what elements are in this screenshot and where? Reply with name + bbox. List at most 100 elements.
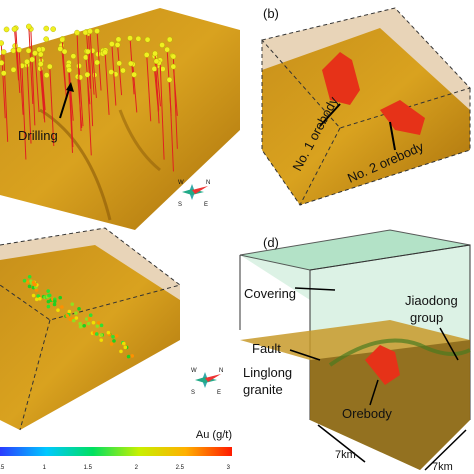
- sample: [68, 317, 73, 322]
- sample: [70, 302, 75, 306]
- drill-collar: [16, 47, 22, 53]
- drill-collar: [166, 36, 173, 43]
- sample: [60, 305, 64, 309]
- label: Covering: [244, 286, 296, 301]
- drill-line: [34, 53, 40, 113]
- drill-collar: [152, 50, 158, 57]
- samples: [22, 274, 135, 359]
- sample: [106, 330, 111, 335]
- drill-collar: [32, 50, 38, 56]
- drill-collar: [127, 35, 133, 41]
- drill-line: [85, 31, 91, 89]
- sample: [87, 316, 92, 321]
- drill-collar: [170, 53, 177, 60]
- drill-collar: [108, 69, 114, 75]
- label: Orebody: [342, 406, 392, 421]
- compass-letter: E: [204, 202, 208, 208]
- drill-line: [172, 66, 178, 116]
- sample: [25, 280, 30, 284]
- drill-collar: [143, 52, 150, 58]
- panel-tag: (b): [263, 6, 279, 21]
- label: Fault: [252, 341, 281, 356]
- drill-collar: [120, 67, 126, 74]
- drill-line: [91, 50, 97, 98]
- drill-collar: [166, 77, 173, 83]
- drill-collar: [114, 42, 121, 48]
- drill-line: [26, 61, 32, 144]
- sample: [65, 314, 69, 318]
- sample: [99, 333, 104, 337]
- drill-collar: [82, 29, 89, 36]
- drill-line: [153, 68, 159, 112]
- sample: [88, 313, 93, 317]
- drill-line: [88, 33, 94, 127]
- sample: [53, 299, 57, 304]
- drill-collar: [74, 29, 80, 36]
- drill-collar: [94, 28, 100, 34]
- drill-collar: [135, 35, 142, 42]
- sample: [112, 339, 116, 343]
- sample: [123, 345, 128, 350]
- drill-collar: [10, 47, 17, 54]
- panel-b: (b) No. 1 orebody No. 2 orebody: [261, 6, 471, 206]
- drill-collar: [144, 36, 151, 43]
- sample: [126, 354, 131, 359]
- sample: [46, 299, 51, 304]
- colorbar-tick: 2: [135, 465, 139, 471]
- drill-line: [117, 44, 123, 96]
- drill-line: [68, 69, 74, 121]
- drill-line: [159, 60, 165, 160]
- label: Linglong: [243, 365, 292, 380]
- drill-collar: [29, 56, 35, 63]
- sample: [94, 332, 99, 336]
- colorbar-tick: 2.5: [176, 465, 185, 471]
- sample: [58, 295, 63, 300]
- dimension: 7km: [335, 449, 356, 461]
- drill-collar: [66, 67, 72, 73]
- sample: [74, 311, 78, 315]
- drill-collar: [0, 49, 7, 55]
- sample: [47, 293, 51, 298]
- dimension: 7km: [432, 461, 453, 473]
- drill-collar: [87, 28, 93, 35]
- drill-line: [129, 38, 135, 95]
- drill-collar: [159, 42, 165, 48]
- drill-collar: [89, 47, 96, 54]
- drill-line: [168, 79, 174, 172]
- drill-collar: [94, 59, 100, 66]
- drill-line: [76, 32, 82, 132]
- drill-collar: [84, 71, 91, 78]
- colorbar-tick: 3: [227, 465, 231, 471]
- drill-line: [67, 65, 73, 153]
- sample: [99, 323, 104, 328]
- drill-collar: [164, 46, 170, 53]
- drill-collar: [37, 61, 44, 67]
- drill-collar: [0, 60, 5, 66]
- sample: [99, 338, 104, 342]
- compass: W N S E: [191, 368, 223, 396]
- sample: [130, 354, 135, 358]
- sample: [46, 304, 51, 309]
- drill-collar: [76, 63, 82, 69]
- sample: [36, 294, 41, 298]
- compass-letter: E: [217, 390, 221, 396]
- sample: [27, 284, 32, 289]
- drill-collar: [46, 63, 53, 70]
- drill-collar: [43, 25, 50, 32]
- panel-c: W N S E Au (g/t) 0.5 1 1.5 2 2.5 3: [0, 227, 232, 471]
- drill-collar: [61, 48, 68, 55]
- drill-line: [155, 61, 161, 107]
- sample: [96, 321, 101, 325]
- drill-collar: [11, 26, 18, 32]
- drill-line: [111, 43, 117, 106]
- drill-collar: [26, 23, 32, 30]
- drill-collar: [10, 66, 17, 73]
- drill-collar: [85, 48, 91, 55]
- drill-collar: [43, 36, 50, 42]
- drill-line: [3, 52, 9, 142]
- drill-line: [15, 28, 21, 93]
- drill-collar: [12, 43, 18, 49]
- sample: [86, 321, 91, 326]
- colorbar-tick: 1: [43, 465, 47, 471]
- drill-collar: [43, 72, 50, 78]
